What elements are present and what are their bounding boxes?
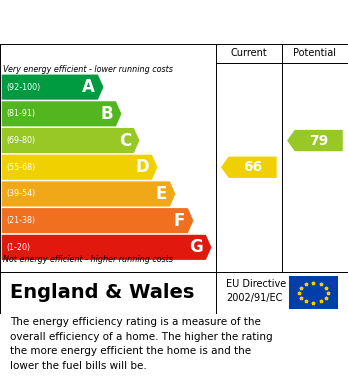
Text: F: F — [174, 212, 185, 230]
Text: D: D — [135, 158, 149, 176]
Text: England & Wales: England & Wales — [10, 283, 195, 302]
Text: (21-38): (21-38) — [6, 216, 35, 225]
Text: 66: 66 — [243, 160, 262, 174]
Text: Energy Efficiency Rating: Energy Efficiency Rating — [10, 15, 232, 30]
Text: EU Directive
2002/91/EC: EU Directive 2002/91/EC — [226, 279, 286, 303]
Text: (81-91): (81-91) — [6, 109, 35, 118]
Text: C: C — [119, 131, 131, 149]
Polygon shape — [2, 128, 140, 153]
Text: Current: Current — [230, 48, 267, 59]
Text: B: B — [101, 105, 113, 123]
Text: (1-20): (1-20) — [6, 243, 30, 252]
Text: 79: 79 — [309, 133, 329, 147]
Polygon shape — [2, 181, 175, 206]
Text: G: G — [189, 239, 203, 256]
Polygon shape — [2, 208, 193, 233]
Text: (39-54): (39-54) — [6, 189, 35, 198]
Text: (69-80): (69-80) — [6, 136, 35, 145]
Polygon shape — [2, 155, 157, 180]
Text: (55-68): (55-68) — [6, 163, 35, 172]
Text: Not energy efficient - higher running costs: Not energy efficient - higher running co… — [3, 255, 173, 264]
Text: The energy efficiency rating is a measure of the
overall efficiency of a home. T: The energy efficiency rating is a measur… — [10, 317, 273, 371]
Polygon shape — [221, 156, 277, 178]
Text: Very energy efficient - lower running costs: Very energy efficient - lower running co… — [3, 65, 173, 74]
Polygon shape — [2, 235, 211, 260]
Bar — [289, 276, 338, 309]
Polygon shape — [2, 75, 103, 100]
Text: E: E — [156, 185, 167, 203]
Polygon shape — [2, 101, 121, 126]
Text: Potential: Potential — [293, 48, 337, 59]
Text: A: A — [82, 78, 95, 96]
Text: (92-100): (92-100) — [6, 83, 40, 91]
Polygon shape — [287, 130, 343, 151]
